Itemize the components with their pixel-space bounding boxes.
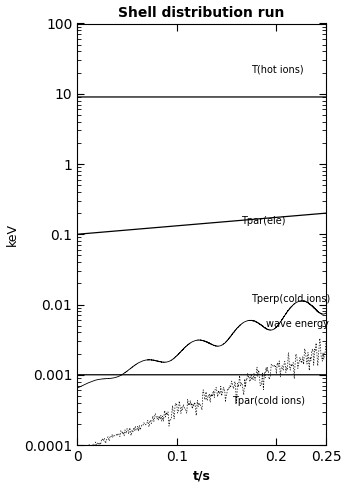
Text: T(hot ions): T(hot ions) <box>252 65 304 75</box>
Title: Shell distribution run: Shell distribution run <box>118 5 285 20</box>
Text: wave energy: wave energy <box>266 320 329 329</box>
X-axis label: t/s: t/s <box>193 469 211 483</box>
Y-axis label: keV: keV <box>6 223 18 246</box>
Text: Tpar(ele): Tpar(ele) <box>242 216 286 226</box>
Text: Tpar(cold ions): Tpar(cold ions) <box>231 395 305 406</box>
Text: Tperp(cold ions): Tperp(cold ions) <box>252 294 331 304</box>
